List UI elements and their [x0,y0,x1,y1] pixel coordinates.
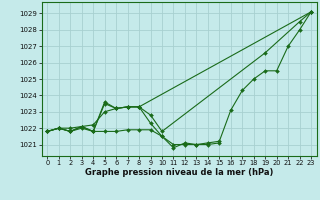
X-axis label: Graphe pression niveau de la mer (hPa): Graphe pression niveau de la mer (hPa) [85,168,273,177]
